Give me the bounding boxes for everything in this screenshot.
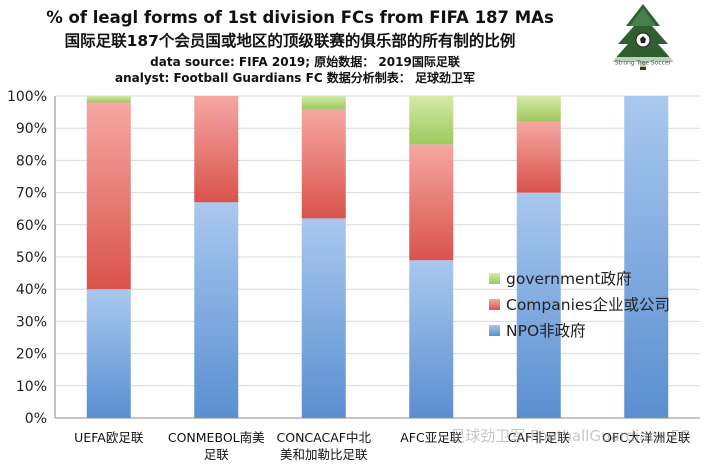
- legend-label: NPO非政府: [506, 322, 586, 340]
- bar-segment-npo: [516, 192, 561, 418]
- x-category-label: CAF非足联: [508, 430, 570, 445]
- y-tick-label: 100%: [7, 89, 47, 105]
- bar-segment-companies: [86, 102, 131, 290]
- chart-title: % of leagl forms of 1st division FCs fro…: [46, 8, 554, 27]
- x-category-label: 美和加勒比足联: [280, 447, 368, 462]
- bar-segment-government: [86, 96, 131, 103]
- legend-label: government政府: [506, 270, 632, 288]
- bar-segment-government: [301, 96, 346, 109]
- legend-swatch: [489, 273, 500, 284]
- analyst-line: analyst: Football Guardians FC 数据分析制表： 足…: [115, 70, 475, 85]
- y-tick-label: 80%: [16, 153, 47, 169]
- bar-segment-companies: [516, 121, 561, 193]
- bar-segment-government: [409, 96, 454, 145]
- bar-segment-npo: [409, 260, 454, 418]
- tree-soccer-ball-logo: Strong Tree Soccer: [603, 4, 683, 70]
- y-tick-label: 70%: [16, 186, 47, 202]
- chart-subtitle: 国际足联187个会员国或地区的顶级联赛的俱乐部的所有制的比例: [65, 31, 516, 50]
- y-tick-label: 0%: [25, 411, 47, 427]
- legend-label: Companies企业或公司: [506, 296, 670, 314]
- bar-segment-npo: [194, 202, 239, 418]
- legend-swatch: [489, 325, 500, 336]
- bar-segment-companies: [194, 96, 239, 203]
- y-tick-label: 60%: [16, 218, 47, 234]
- x-category-label: CONMEBOL南美: [168, 430, 265, 445]
- y-tick-label: 50%: [16, 250, 47, 266]
- x-category-label: 足联: [204, 447, 230, 462]
- bar-segment-npo: [86, 289, 131, 418]
- bar-segment-government: [516, 96, 561, 122]
- bar-segment-companies: [409, 144, 454, 261]
- bar-segment-npo: [301, 218, 346, 418]
- bar-segment-npo: [624, 96, 669, 418]
- x-category-label: CONCACAF中北: [277, 430, 372, 445]
- x-category-label: AFC亚足联: [400, 430, 462, 445]
- y-tick-label: 20%: [16, 347, 47, 363]
- source-line: data source: FIFA 2019; 原始数据： 2019国际足联: [150, 54, 460, 69]
- x-category-label: OFC大洋洲足联: [602, 430, 691, 445]
- logo-text: Strong Tree Soccer: [615, 60, 672, 67]
- x-category-label: UEFA欧足联: [74, 430, 144, 445]
- y-tick-label: 90%: [16, 121, 47, 137]
- legend-swatch: [489, 299, 500, 310]
- bar-segment-companies: [301, 108, 346, 219]
- watermark: 足球劲卫军 FootballGuardians FC: [450, 427, 689, 445]
- y-tick-label: 10%: [16, 379, 47, 395]
- y-tick-label: 30%: [16, 314, 47, 330]
- y-tick-label: 40%: [16, 282, 47, 298]
